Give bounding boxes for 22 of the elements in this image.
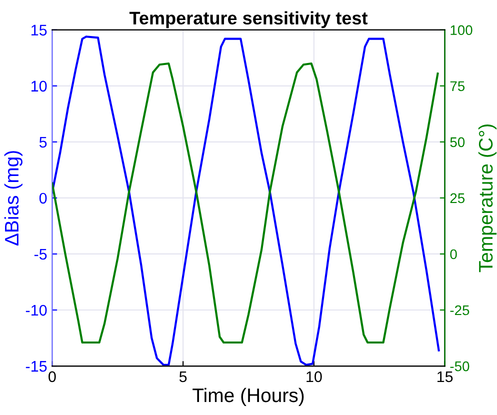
y-tick-label: 0 [39,192,47,204]
y-tick-label: 10 [31,80,47,92]
x-tick-label: 10 [306,371,322,382]
y2-tick-label: 75 [450,81,465,92]
y-axis-title: ΔBias (mg) [4,151,22,246]
y2-tick-label: 100 [450,25,472,36]
x-tick-label: 15 [437,371,453,382]
y-tick-label: -10 [26,304,47,316]
y-tick-label: -5 [34,249,47,260]
x-axis-title: Time (Hours) [192,388,304,406]
x-tick-label: 0 [48,371,56,382]
y2-tick-label: -25 [450,305,470,316]
y2-axis-title: Temperature (C°) [478,124,497,272]
y-tick-label: 15 [31,24,47,36]
y2-tick-label: -50 [450,361,470,372]
y2-tick-label: 50 [450,137,465,148]
x-tick-label: 5 [179,371,187,382]
y2-tick-label: 0 [450,249,457,260]
y-tick-label: -15 [26,361,47,372]
y-tick-label: 5 [39,136,47,148]
y2-tick-label: 25 [450,193,465,204]
chart-title: Temperature sensitivity test [129,11,368,28]
